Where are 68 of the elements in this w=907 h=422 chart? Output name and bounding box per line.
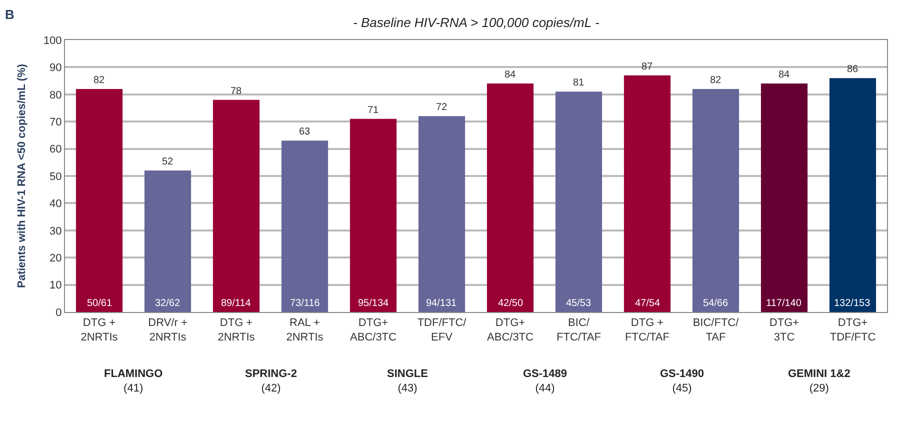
bar xyxy=(76,88,123,312)
data-label: 82 xyxy=(710,74,722,86)
x-tick-label: RAL + 2NRTIs xyxy=(286,317,324,344)
bar xyxy=(281,140,328,312)
y-tick-label: 30 xyxy=(50,225,62,238)
x-tick-label: DTG + 2NRTIs xyxy=(80,317,118,344)
data-label: 78 xyxy=(230,86,242,97)
y-tick-label: 40 xyxy=(50,198,62,210)
bar xyxy=(829,78,876,312)
x-tick-label: DTG+ 3TC xyxy=(769,317,800,344)
annotation: 47/54 xyxy=(635,298,660,309)
annotation: 132/153 xyxy=(834,298,871,309)
data-label: 84 xyxy=(778,70,790,81)
y-tick-label: 70 xyxy=(50,116,62,128)
bar xyxy=(760,84,808,312)
data-label: 52 xyxy=(162,156,174,168)
annotation: 42/50 xyxy=(498,298,524,309)
x-tick-label: DTG + FTC/TAF xyxy=(625,317,670,344)
annotation: 117/140 xyxy=(766,298,802,309)
bar xyxy=(350,118,397,312)
text: SPRING-2 (42) xyxy=(245,368,297,394)
text: SINGLE (43) xyxy=(387,368,428,394)
bar xyxy=(692,88,740,312)
x-tick-label: BIC/FTC/ TAF xyxy=(692,317,740,344)
bar xyxy=(212,100,260,312)
text: FLAMINGO (41) xyxy=(104,368,164,394)
x-tick-label: TDF/FTC/ EFV xyxy=(417,317,468,344)
bar xyxy=(486,84,534,312)
y-tick-label: 20 xyxy=(50,252,62,264)
annotation: 95/134 xyxy=(358,298,390,309)
bar xyxy=(555,92,602,312)
data-label: 87 xyxy=(641,61,654,72)
bar xyxy=(418,116,466,312)
bar xyxy=(144,170,192,312)
y-tick-label: 80 xyxy=(50,89,62,102)
data-label: 71 xyxy=(367,104,380,116)
x-tick-label: DTG+ ABC/3TC xyxy=(350,317,397,344)
data-label: 84 xyxy=(504,70,516,81)
annotation: 89/114 xyxy=(221,298,252,309)
y-axis-title: Patients with HIV-1 RNA <50 copies/mL (%) xyxy=(16,64,28,288)
y-tick-label: 100 xyxy=(43,34,62,47)
y-tick-label: 10 xyxy=(50,280,62,292)
y-tick-label: 50 xyxy=(50,170,62,183)
text: GEMINI 1&2 (29) xyxy=(788,368,850,394)
y-tick-label: 90 xyxy=(50,62,62,74)
annotation: 94/131 xyxy=(426,298,458,309)
annotation: 73/116 xyxy=(290,298,320,309)
y-tick-label: 60 xyxy=(50,144,62,156)
data-label: 81 xyxy=(572,78,585,89)
x-tick-label: DTG+ ABC/3TC xyxy=(487,317,534,344)
y-tick-label: 0 xyxy=(56,306,62,319)
annotation: 32/62 xyxy=(155,298,180,309)
x-tick-label: DTG + 2NRTIs xyxy=(218,317,256,344)
x-tick-label: DTG+ TDF/FTC xyxy=(830,317,876,344)
x-tick-label: BIC/ FTC/TAF xyxy=(556,317,602,344)
data-label: 82 xyxy=(93,74,106,86)
annotation: 50/61 xyxy=(87,298,112,309)
data-label: 72 xyxy=(436,102,448,114)
bar xyxy=(624,75,671,312)
annotation: 45/53 xyxy=(566,298,592,309)
text: GS-1490 (45) xyxy=(660,368,704,394)
text: B xyxy=(5,7,14,22)
data-label: 63 xyxy=(298,126,311,138)
chart-title: - Baseline HIV-RNA > 100,000 copies/mL - xyxy=(353,15,600,30)
data-label: 86 xyxy=(846,64,859,76)
x-tick-label: DRV/r + 2NRTIs xyxy=(148,317,188,344)
annotation: 54/66 xyxy=(703,298,728,309)
text: GS-1489 (44) xyxy=(523,368,568,394)
